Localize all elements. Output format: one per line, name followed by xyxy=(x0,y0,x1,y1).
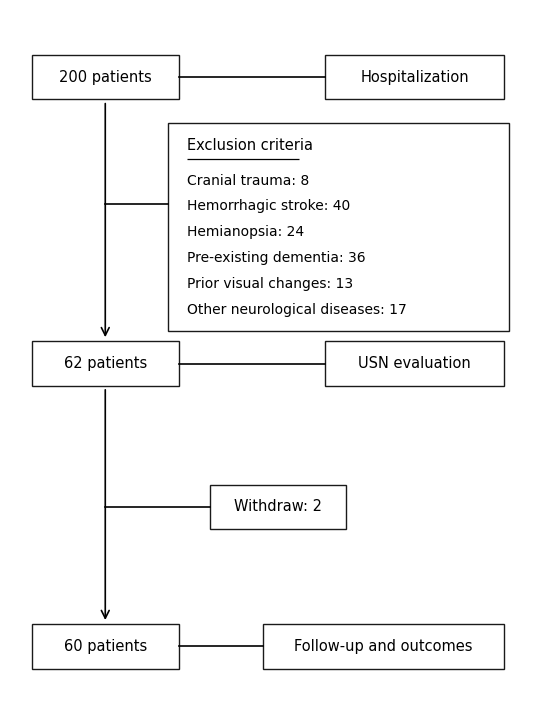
Text: Hospitalization: Hospitalization xyxy=(360,70,469,84)
Bar xyxy=(210,484,346,529)
Text: USN evaluation: USN evaluation xyxy=(358,356,471,371)
Text: Withdraw: 2: Withdraw: 2 xyxy=(234,499,322,514)
Text: Exclusion criteria: Exclusion criteria xyxy=(187,138,312,153)
Bar xyxy=(325,55,503,99)
Text: Hemorrhagic stroke: 40: Hemorrhagic stroke: 40 xyxy=(187,200,350,214)
Text: Hemianopsia: 24: Hemianopsia: 24 xyxy=(187,225,304,239)
Text: Follow-up and outcomes: Follow-up and outcomes xyxy=(294,639,472,654)
Bar xyxy=(32,624,179,669)
Text: 200 patients: 200 patients xyxy=(59,70,152,84)
Text: Cranial trauma: 8: Cranial trauma: 8 xyxy=(187,174,309,187)
Bar xyxy=(263,624,503,669)
Bar xyxy=(32,55,179,99)
Bar xyxy=(168,124,509,331)
Text: 60 patients: 60 patients xyxy=(64,639,147,654)
Text: Other neurological diseases: 17: Other neurological diseases: 17 xyxy=(187,302,406,317)
Text: Pre-existing dementia: 36: Pre-existing dementia: 36 xyxy=(187,251,365,265)
Text: 62 patients: 62 patients xyxy=(64,356,147,371)
Text: Prior visual changes: 13: Prior visual changes: 13 xyxy=(187,277,353,291)
Bar xyxy=(325,342,503,386)
Bar xyxy=(32,342,179,386)
